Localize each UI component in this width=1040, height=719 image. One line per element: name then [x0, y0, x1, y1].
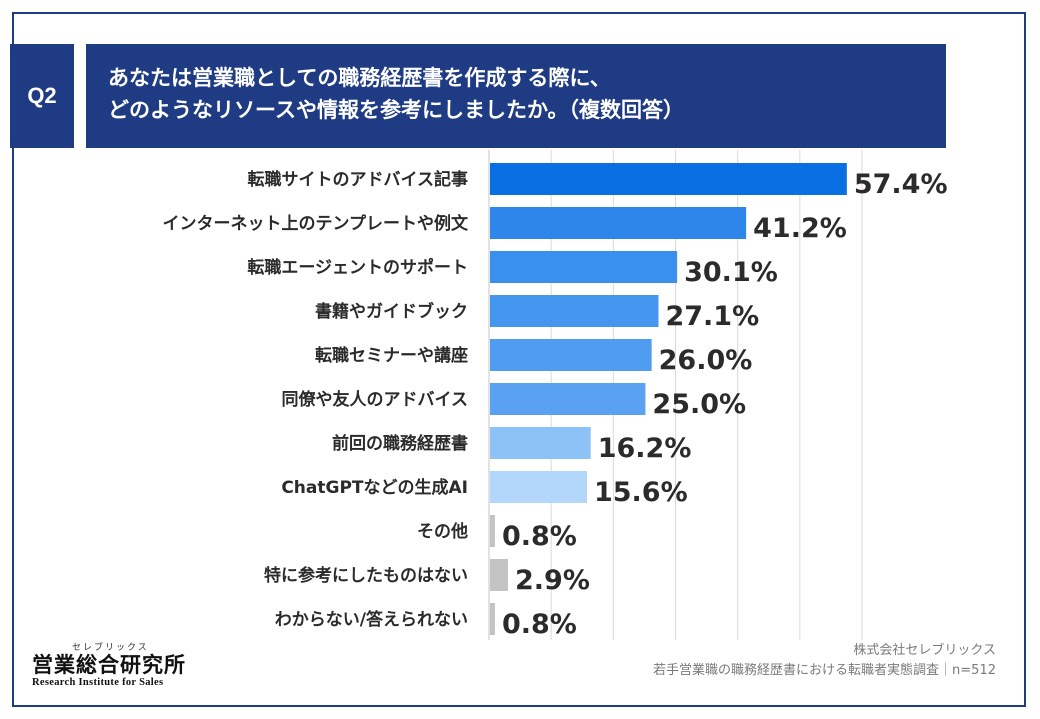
- value-label: 25.0%: [652, 389, 746, 420]
- card-frame: [12, 12, 1026, 707]
- category-label: ChatGPTなどの生成AI: [281, 477, 468, 498]
- value-label: 41.2%: [753, 213, 847, 244]
- question-title-line-1: あなたは営業職としての職務経歴書を作成する際に、: [108, 66, 611, 90]
- bar: [490, 383, 646, 415]
- value-label: 0.8%: [502, 521, 577, 552]
- category-label: 書籍やガイドブック: [315, 301, 468, 322]
- value-label: 26.0%: [659, 345, 753, 376]
- category-label: 転職サイトのアドバイス記事: [248, 169, 469, 190]
- category-label: その他: [417, 521, 468, 542]
- value-label: 30.1%: [684, 257, 778, 288]
- bar: [490, 251, 678, 283]
- brand-logo: セレブリックス 営業総合研究所 Research Institute for S…: [32, 640, 212, 688]
- question-title: あなたは営業職としての職務経歴書を作成する際に、 どのようなリソースや情報を参考…: [86, 44, 946, 148]
- bar: [490, 603, 495, 635]
- brand-name: 営業総合研究所: [32, 652, 186, 677]
- value-label: 15.6%: [594, 477, 688, 508]
- category-label: 転職セミナーや講座: [315, 345, 468, 366]
- bar: [490, 559, 509, 591]
- category-label: 同僚や友人のアドバイス: [282, 389, 469, 410]
- category-label: 前回の職務経歴書: [332, 433, 468, 454]
- bar: [490, 163, 847, 195]
- value-label: 27.1%: [665, 301, 759, 332]
- bar: [490, 339, 652, 371]
- bar: [490, 207, 747, 239]
- source-survey: 若手営業職の職務経歴書における転職者実態調査｜n=512: [653, 663, 996, 678]
- question-title-line-2: どのようなリソースや情報を参考にしましたか。（複数回答）: [108, 98, 685, 122]
- category-labels: 転職サイトのアドバイス記事インターネット上のテンプレートや例文転職エージェントの…: [163, 169, 469, 630]
- bars: [490, 163, 847, 635]
- category-label: 転職エージェントのサポート: [247, 257, 468, 278]
- source-note: 株式会社セレブリックス 若手営業職の職務経歴書における転職者実態調査｜n=512: [653, 641, 996, 681]
- value-labels: 57.4%41.2% 30.1% 27.1% 26.0% 25.0% 16.2% 15.6%…: [502, 169, 948, 640]
- bar: [490, 515, 495, 547]
- category-label: 特に参考にしたものはない: [264, 565, 468, 586]
- brand-english: Research Institute for Sales: [32, 677, 164, 688]
- value-label: 2.9%: [515, 565, 590, 596]
- brand-kana: セレブリックス: [72, 643, 149, 653]
- value-label: 57.4%: [854, 169, 948, 200]
- category-label: わからない/答えられない: [275, 609, 468, 630]
- bar: [490, 471, 587, 503]
- bar: [490, 295, 659, 327]
- category-label: インターネット上のテンプレートや例文: [163, 213, 469, 234]
- source-company: 株式会社セレブリックス: [853, 643, 996, 658]
- value-label: 16.2%: [598, 433, 692, 464]
- bar: [490, 427, 591, 459]
- value-label: 0.8%: [502, 609, 577, 640]
- question-badge: Q2: [10, 44, 74, 148]
